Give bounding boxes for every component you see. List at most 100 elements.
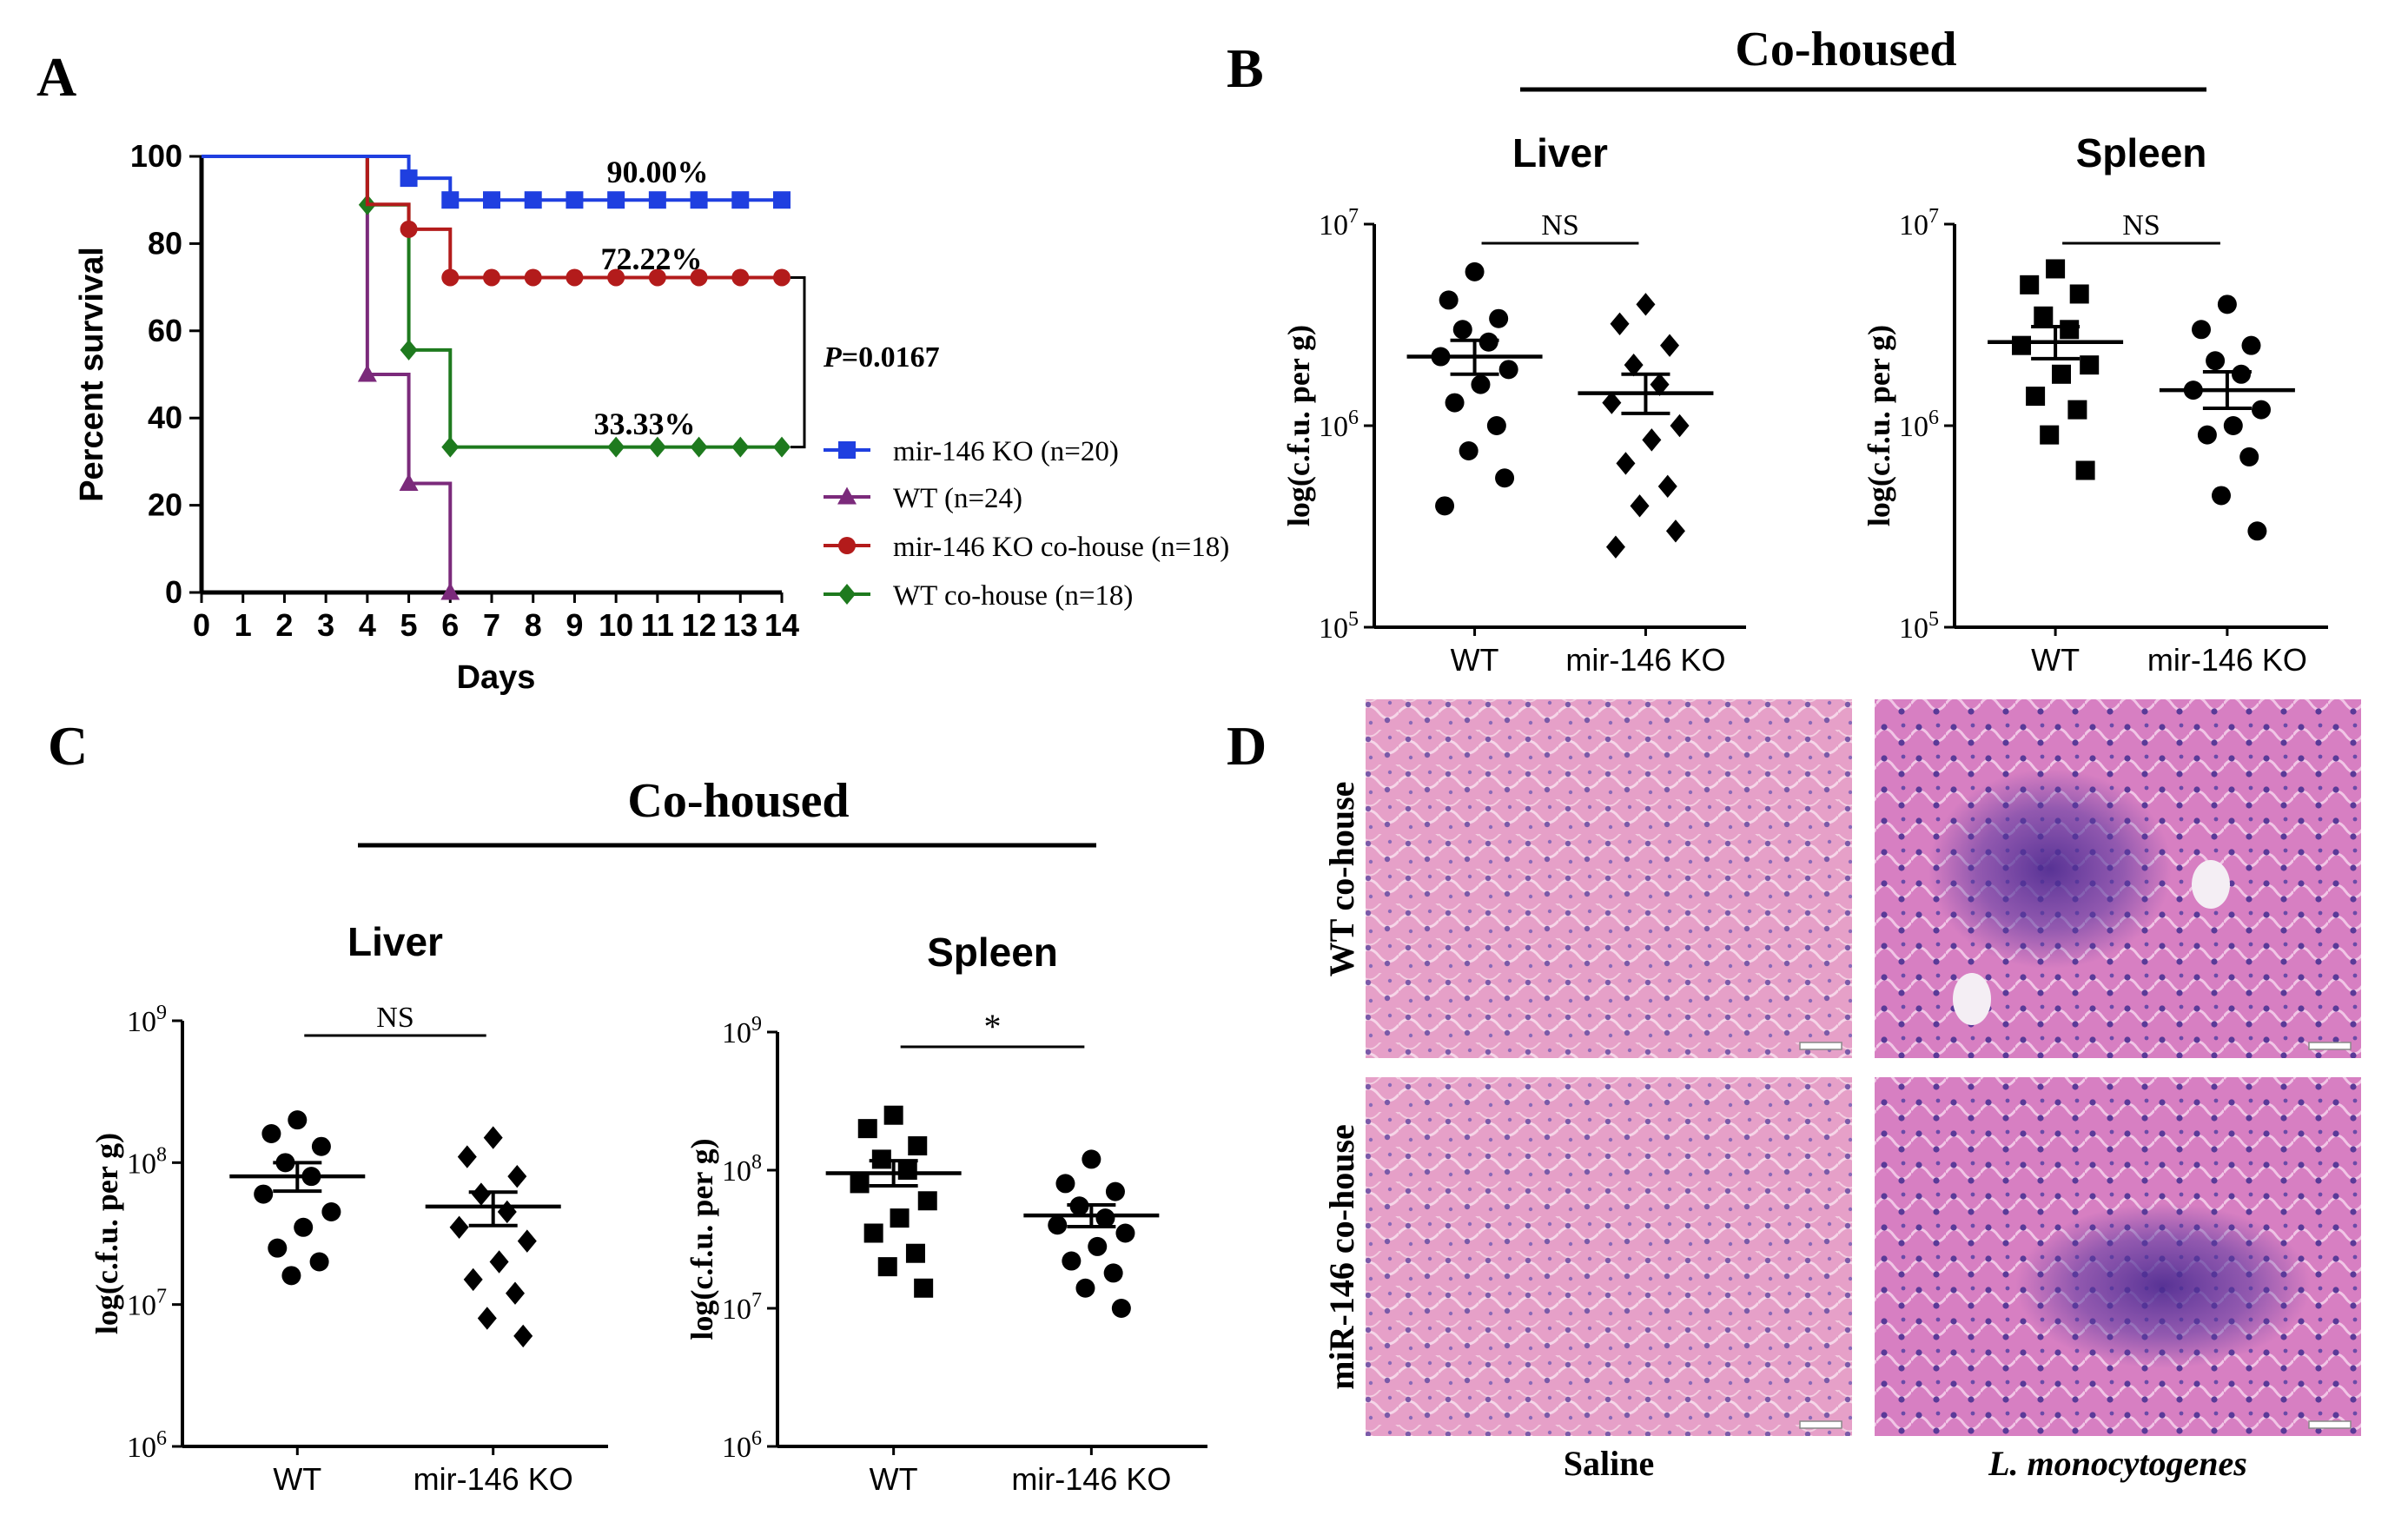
data-point xyxy=(857,1119,877,1139)
data-point xyxy=(1452,320,1472,340)
y-tick-label: 109 xyxy=(722,1013,762,1049)
survival-marker xyxy=(400,339,418,361)
data-point xyxy=(1486,416,1506,435)
survival-marker xyxy=(648,268,666,287)
data-point xyxy=(1048,1215,1068,1235)
histology-lesion xyxy=(1928,769,2172,969)
y-tick-label: 80 xyxy=(148,225,182,261)
data-point xyxy=(2040,425,2060,445)
histology-wt-saline xyxy=(1366,699,1852,1058)
data-point xyxy=(457,1145,477,1168)
data-point xyxy=(2206,351,2226,371)
scale-bar xyxy=(1799,1420,1842,1429)
data-point xyxy=(1624,353,1644,377)
histology-col-label: L. monocytogenes xyxy=(1988,1444,2247,1483)
survival-marker xyxy=(690,268,708,287)
survival-marker xyxy=(399,473,419,491)
data-point xyxy=(905,1243,925,1263)
survival-marker xyxy=(607,268,625,287)
survival-marker xyxy=(731,268,750,287)
x-tick-label: 14 xyxy=(764,607,799,643)
histology-lesion xyxy=(2015,1203,2311,1368)
data-point xyxy=(1636,293,1656,316)
scale-bar xyxy=(1799,1042,1842,1050)
panel-label-a: A xyxy=(36,46,76,108)
data-point xyxy=(321,1201,341,1221)
data-point xyxy=(1095,1208,1115,1228)
y-tick-label: 107 xyxy=(722,1289,762,1326)
chart-title: Liver xyxy=(347,919,443,964)
chart-title: Spleen xyxy=(927,930,1058,975)
y-tick-label: 108 xyxy=(127,1143,167,1180)
survival-marker xyxy=(607,191,625,209)
scatter-c-spleen: 106 107 108 109 log(c.f.u. per g) Spleen WT mir… xyxy=(685,930,1207,1497)
survival-end-label: 33.33% xyxy=(594,407,696,441)
survival-marker xyxy=(566,191,584,209)
y-axis-label: log(c.f.u. per g) xyxy=(1281,325,1316,526)
survival-marker xyxy=(441,191,460,209)
x-tick-label: 3 xyxy=(317,607,334,643)
survival-end-label: 90.00% xyxy=(607,155,709,189)
data-point xyxy=(863,1223,883,1243)
data-point xyxy=(1610,312,1630,336)
y-tick-exponent: 6 xyxy=(1348,407,1359,429)
legend-label: mir-146 KO (n=20) xyxy=(893,436,1119,467)
y-tick-label: 105 xyxy=(1319,608,1359,645)
data-point xyxy=(506,1281,525,1305)
y-tick-label: 106 xyxy=(127,1427,167,1464)
y-tick-exponent: 7 xyxy=(1348,205,1359,228)
data-point xyxy=(2247,521,2267,541)
chart-title: Spleen xyxy=(2076,130,2207,175)
x-tick-label: 7 xyxy=(483,607,500,643)
data-point xyxy=(2069,284,2089,304)
data-point xyxy=(850,1174,870,1194)
histology-col-label: Saline xyxy=(1564,1444,1654,1483)
data-point xyxy=(2223,416,2243,435)
significance-label: NS xyxy=(2122,209,2160,242)
survival-marker xyxy=(773,191,791,209)
data-point xyxy=(309,1252,329,1272)
data-point xyxy=(1105,1181,1125,1201)
survival-marker xyxy=(731,191,750,209)
data-point xyxy=(1665,519,1685,543)
p-value: P=0.0167 xyxy=(823,341,940,374)
x-tick-label: mir-146 KO xyxy=(2147,642,2307,678)
y-tick-label: 40 xyxy=(148,400,182,435)
y-tick-label: 107 xyxy=(1899,205,1939,242)
data-point xyxy=(471,1182,491,1206)
y-tick-exponent: 8 xyxy=(156,1143,167,1166)
data-point xyxy=(1471,374,1491,394)
panel-label-b: B xyxy=(1227,37,1264,99)
data-point xyxy=(1459,440,1479,460)
x-tick-label: 6 xyxy=(441,607,459,643)
data-point xyxy=(1670,414,1690,438)
y-tick-exponent: 5 xyxy=(1348,608,1359,631)
data-point xyxy=(483,1126,503,1149)
data-point xyxy=(1495,468,1515,488)
legend-label: WT co-house (n=18) xyxy=(893,580,1133,612)
significance-label: NS xyxy=(376,1002,413,1034)
x-tick-label: WT xyxy=(273,1461,321,1497)
legend-label: WT (n=24) xyxy=(893,483,1022,514)
data-point xyxy=(2232,364,2251,384)
y-tick-exponent: 7 xyxy=(751,1289,762,1312)
survival-marker xyxy=(441,268,460,287)
data-point xyxy=(1103,1263,1123,1283)
data-point xyxy=(2252,400,2271,420)
y-axis-label: Percent survival xyxy=(74,247,110,502)
histology-vessel xyxy=(1953,973,1991,1025)
data-point xyxy=(517,1229,537,1253)
data-point xyxy=(2067,400,2087,420)
data-point xyxy=(2217,294,2237,314)
legend-marker xyxy=(837,486,857,505)
panel-label-c: C xyxy=(48,715,88,777)
y-tick-exponent: 6 xyxy=(156,1427,167,1450)
survival-marker xyxy=(524,191,542,209)
x-tick-label: 0 xyxy=(193,607,210,643)
x-tick-label: 11 xyxy=(641,607,674,643)
y-tick-exponent: 5 xyxy=(1928,608,1939,631)
histology-row-label: WT co-house xyxy=(1322,782,1361,977)
survival-marker xyxy=(440,582,460,600)
y-tick-label: 60 xyxy=(148,313,182,348)
